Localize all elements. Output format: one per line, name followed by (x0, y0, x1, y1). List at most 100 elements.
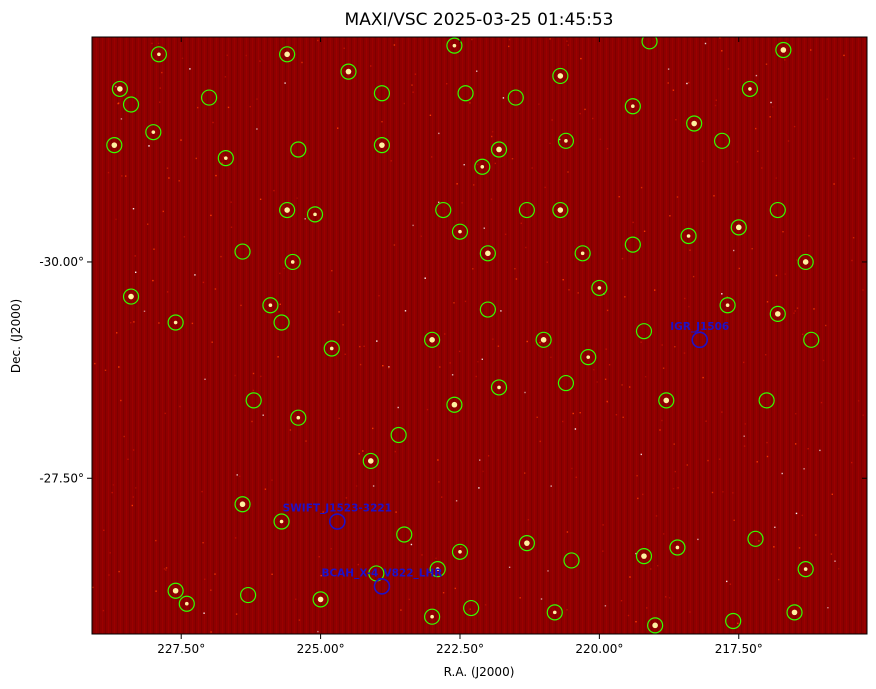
noise-speck (221, 162, 223, 164)
bright-source (430, 614, 434, 619)
catalog-circle (563, 552, 580, 569)
noise-speck (531, 167, 533, 169)
noise-speck (202, 281, 205, 284)
noise-speck (147, 223, 149, 225)
noise-speck (298, 619, 301, 621)
bright-source-layer (111, 43, 809, 629)
catalog-circle (234, 496, 251, 513)
noise-speck (672, 487, 675, 490)
noise-speck (211, 341, 213, 343)
noise-speck (551, 119, 553, 121)
noise-speck (538, 103, 540, 105)
noise-speck (337, 127, 339, 129)
noise-speck (784, 273, 786, 275)
noise-speck (550, 356, 552, 358)
noise-speck (688, 81, 690, 84)
noise-speck (618, 196, 620, 198)
noise-speck (500, 310, 502, 312)
noise-speck (363, 345, 365, 347)
noise-speck (765, 63, 768, 65)
noise-speck (252, 372, 255, 375)
noise-speck (301, 61, 303, 64)
noise-speck (155, 590, 157, 592)
noise-speck (525, 246, 527, 249)
noise-speck (358, 453, 360, 455)
catalog-circle (658, 392, 675, 409)
noise-speck (453, 302, 455, 304)
noise-speck (279, 303, 281, 305)
catalog-circle (769, 201, 786, 219)
catalog-circle (552, 67, 569, 85)
bright-source (557, 207, 564, 213)
noise-speck (769, 116, 771, 118)
noise-speck (813, 308, 815, 310)
noise-speck (472, 268, 474, 270)
catalog-circle (424, 331, 441, 348)
noise-speck (657, 565, 659, 567)
noise-speck (226, 54, 228, 56)
noise-speck (469, 102, 471, 104)
noise-speck (438, 481, 440, 483)
noise-speck (738, 267, 740, 270)
noise-speck (629, 576, 631, 578)
noise-speck (833, 183, 835, 185)
noise-speck (284, 82, 286, 84)
noise-speck (161, 71, 163, 74)
noise-speck (473, 184, 475, 186)
noise-speck (562, 420, 564, 423)
noise-speck (640, 453, 642, 456)
noise-speck (202, 542, 204, 544)
noise-speck (683, 352, 686, 354)
noise-speck (584, 108, 586, 111)
noise-speck (726, 580, 728, 583)
noise-speck (524, 472, 526, 474)
bright-source (780, 47, 787, 53)
noise-speck (120, 118, 123, 120)
catalog-circle (786, 604, 803, 621)
noise-speck (602, 550, 604, 552)
noise-speck (642, 493, 644, 496)
noise-speck (574, 428, 577, 430)
noise-speck (245, 54, 247, 57)
catalog-circle (323, 340, 340, 357)
bright-source (748, 87, 752, 91)
noise-speck (520, 222, 522, 224)
noise-speck (230, 226, 233, 228)
catalog-circle (535, 331, 552, 348)
noise-speck (304, 218, 306, 220)
catalog-circle (145, 124, 162, 141)
bright-source (452, 43, 457, 48)
catalog-circle (580, 349, 597, 366)
noise-speck (289, 429, 292, 431)
noise-speck (834, 560, 836, 562)
noise-speck (251, 420, 253, 423)
noise-speck (116, 332, 118, 334)
noise-speck (438, 132, 440, 135)
noise-speck (567, 171, 569, 173)
bright-source (345, 68, 352, 75)
noise-speck (727, 68, 730, 70)
catalog-circle (797, 253, 814, 271)
noise-speck (157, 42, 160, 45)
noise-speck (234, 374, 236, 377)
noise-speck (605, 348, 607, 350)
noise-speck (851, 461, 853, 464)
noise-speck (107, 171, 110, 174)
noise-speck (295, 598, 297, 600)
catalog-circle (797, 561, 814, 578)
noise-speck (793, 125, 796, 128)
noise-speck (697, 538, 699, 541)
noise-speck (189, 68, 191, 70)
noise-speck (431, 156, 433, 158)
noise-speck (438, 201, 440, 203)
noise-speck (115, 218, 117, 221)
y-tick-label: -30.00° (39, 255, 84, 269)
catalog-circle (635, 323, 653, 340)
bright-source (313, 212, 317, 217)
noise-speck (825, 324, 827, 327)
bright-source (663, 397, 670, 404)
catalog-circle (262, 297, 279, 314)
noise-speck (426, 408, 429, 411)
catalog-circle (435, 201, 452, 219)
noise-speck (737, 622, 739, 625)
